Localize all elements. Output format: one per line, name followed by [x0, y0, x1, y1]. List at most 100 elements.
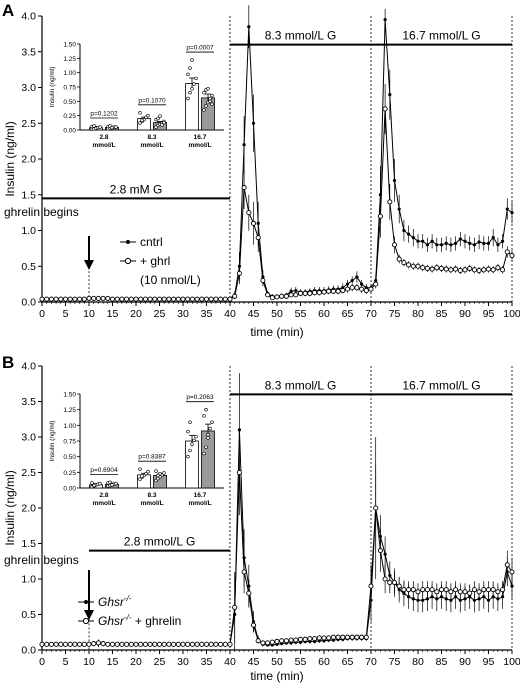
data-point — [175, 641, 181, 647]
x-tick-label: 85 — [436, 656, 448, 668]
x-tick-label: 5 — [63, 656, 69, 668]
data-point — [345, 282, 350, 286]
data-point — [274, 638, 280, 645]
data-point — [194, 641, 200, 647]
data-point — [260, 277, 266, 284]
data-point — [44, 296, 50, 302]
data-point — [425, 243, 429, 247]
x-tick-label: 60 — [318, 656, 330, 668]
y-tick-label: 0.5 — [21, 609, 36, 621]
legend-label-suffix: + ghrelin — [132, 614, 182, 628]
data-point — [368, 286, 374, 292]
data-point — [171, 641, 177, 647]
inset-y-tick-label: 0.75 — [63, 439, 76, 446]
data-point — [504, 249, 510, 255]
data-point — [467, 590, 473, 596]
data-point — [156, 296, 163, 302]
x-tick-label: 25 — [154, 308, 166, 320]
data-point — [501, 239, 505, 243]
y-tick-label: 0.5 — [21, 261, 36, 273]
data-point — [420, 265, 426, 271]
data-point — [411, 597, 415, 601]
data-point — [485, 587, 492, 593]
inset-point — [114, 125, 118, 129]
data-point — [105, 641, 111, 647]
legend-marker — [124, 257, 132, 265]
data-point — [180, 641, 186, 647]
data-point — [401, 260, 407, 266]
series-0 — [40, 5, 514, 301]
data-point — [185, 296, 191, 302]
data-point — [86, 641, 92, 647]
data-point — [81, 296, 87, 302]
data-point — [72, 641, 78, 647]
inset-category-unit: mmol/L — [140, 500, 163, 507]
data-point — [490, 267, 496, 273]
data-point — [476, 267, 482, 274]
inset-point — [188, 420, 192, 424]
data-point — [383, 17, 387, 22]
legend: Ghsr-/-Ghsr-/- + ghrelin — [78, 594, 181, 628]
x-tick-label: 75 — [389, 656, 401, 668]
data-point — [434, 589, 440, 595]
inset-point — [202, 451, 206, 456]
inset-point — [208, 426, 212, 431]
data-point — [62, 641, 69, 647]
inset-y-tick-label: 1.25 — [63, 407, 76, 414]
inset-point — [140, 118, 144, 122]
inset-point — [98, 125, 102, 129]
data-point — [396, 583, 402, 589]
data-point — [124, 641, 130, 647]
data-point — [471, 267, 477, 273]
data-point — [510, 211, 514, 215]
data-point — [458, 237, 462, 241]
inset-p-value: p=0.0007 — [186, 45, 214, 52]
data-point — [363, 288, 369, 294]
data-point — [293, 637, 299, 643]
data-point — [354, 634, 360, 640]
x-tick-label: 55 — [295, 308, 307, 320]
data-point — [391, 580, 398, 586]
inset-point — [186, 429, 190, 434]
data-point — [251, 121, 256, 125]
inset-point — [154, 469, 158, 473]
data-point — [241, 569, 247, 575]
inset-point — [162, 120, 166, 125]
legend-label-sup: -/- — [124, 594, 132, 603]
inset-category-label: 16.7 — [194, 134, 207, 141]
data-point — [340, 288, 346, 294]
data-point — [283, 638, 289, 644]
data-point — [227, 296, 233, 302]
inset-point — [190, 442, 194, 446]
x-tick-label: 70 — [365, 308, 377, 320]
inset-point — [156, 476, 160, 481]
data-point — [265, 292, 271, 298]
x-tick-label: 95 — [483, 308, 495, 320]
data-point — [448, 589, 454, 595]
inset-y-tick-label: 0.50 — [63, 99, 76, 106]
data-point — [77, 296, 83, 302]
data-point — [340, 634, 346, 640]
inset-point — [160, 123, 164, 127]
data-point — [509, 569, 515, 575]
y-tick-label: 0.0 — [21, 297, 36, 309]
data-point — [138, 641, 144, 647]
data-point — [387, 199, 393, 205]
inset-p-value: p=0.1202 — [90, 110, 118, 117]
inset-point — [194, 76, 198, 81]
data-point — [491, 236, 495, 240]
inset-point — [146, 113, 150, 118]
x-tick-label: 75 — [389, 308, 401, 320]
data-point — [360, 282, 364, 286]
data-point — [105, 295, 111, 301]
data-point — [208, 641, 214, 647]
ghrelin-begins-label: ghrelin begins — [4, 205, 79, 219]
data-point — [421, 239, 425, 243]
data-point — [415, 263, 421, 269]
inset-point — [92, 483, 96, 488]
phase-label: 2.8 mmol/L G — [124, 535, 196, 549]
inset-p-value: p=0.6904 — [90, 467, 118, 474]
inset-point — [146, 470, 150, 474]
data-point — [438, 265, 445, 271]
